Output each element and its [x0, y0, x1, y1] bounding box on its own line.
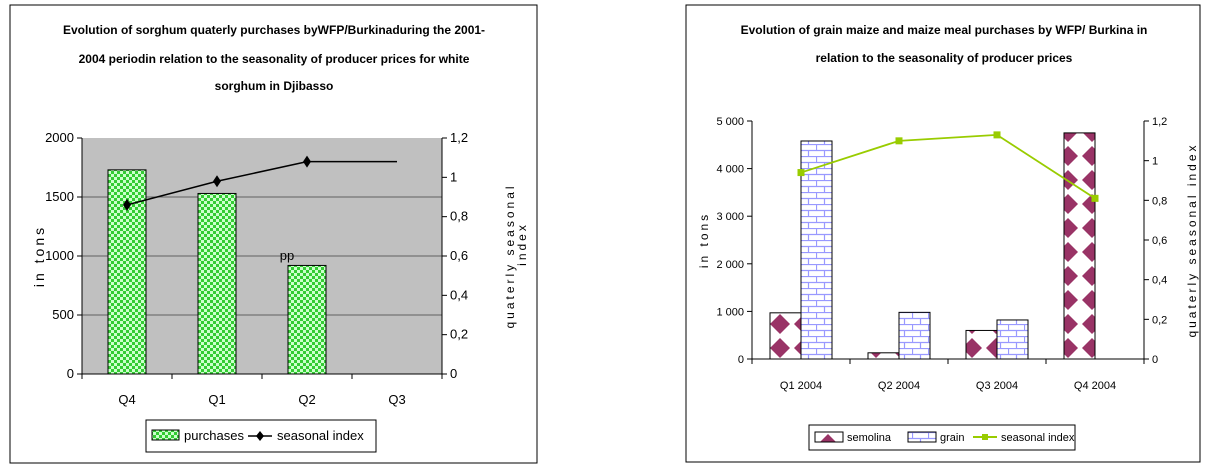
c1-left-tick-label: 2000: [45, 130, 74, 145]
c1-seasonal-index-line: [126, 160, 397, 206]
c2-x-tick-label: Q4 2004: [1074, 380, 1116, 392]
chart-1-legend-purchases-swatch: [151, 429, 180, 441]
chart-2-legend-grain-swatch: [907, 431, 937, 443]
chart-2-legend-index-label: seasonal index: [1001, 432, 1075, 444]
c2-left-tick-label: 1 000: [716, 306, 744, 318]
chart-2-right-axis: 0 0,2 0,4 0,6 0,8 1 1,2: [1143, 116, 1167, 366]
chart-1-seasonal-index-series: [123, 155, 397, 211]
chart-1-title-line-1: Evolution of sorghum quaterly purchases …: [63, 23, 485, 37]
c2-seasonal-index-point: [895, 137, 903, 145]
chart-2-legend-semolina-label: semolina: [847, 432, 892, 444]
chart-2-legend-box: [808, 424, 1076, 451]
chart-2-y-axis-label: in tons: [697, 212, 711, 268]
chart-1-purchases-series: [107, 169, 327, 375]
c1-right-tick-label: 0,8: [450, 209, 468, 224]
c2-right-tick-label: 1,2: [1152, 116, 1167, 128]
c1-purchases-bar: [287, 264, 327, 375]
c2-right-tick-label: 0,2: [1152, 314, 1167, 326]
c2-seasonal-index-line: [800, 133, 1096, 200]
c2-x-tick-label: Q3 2004: [976, 380, 1018, 392]
c2-x-tick-label: Q1 2004: [780, 380, 822, 392]
chart-2-bar-series: [769, 132, 1096, 360]
c1-x-tick-label: Q3: [388, 392, 405, 407]
c1-right-tick-label: 0: [450, 366, 457, 381]
c1-left-tick-label: 500: [52, 307, 74, 322]
c1-right-tick-label: 0,4: [450, 287, 468, 302]
chart-1-x-axis: Q4 Q1 Q2 Q3: [81, 373, 443, 407]
chart-2-title-line-1: Evolution of grain maize and maize meal …: [741, 23, 1148, 37]
chart-1-right-axis: 0 0,2 0,4 0,6 0,8 1 1,2: [441, 130, 468, 381]
c2-left-tick-label: 3 000: [716, 211, 744, 223]
c2-right-tick-label: 1: [1152, 156, 1158, 168]
c1-seasonal-index-point: [123, 198, 131, 211]
c2-semolina-bar: [965, 329, 998, 360]
c1-left-tick-label: 1000: [45, 248, 74, 263]
chart-2-legend-semolina-swatch: [814, 431, 844, 443]
c2-right-tick-label: 0,8: [1152, 195, 1167, 207]
c1-purchases-bar: [197, 192, 237, 375]
c2-semolina-bar: [769, 312, 802, 360]
c2-seasonal-index-point: [797, 169, 805, 177]
c2-grain-bar: [996, 319, 1029, 360]
c2-grain-bar: [800, 140, 833, 360]
chart-1-legend-purchases-label: purchases: [184, 428, 244, 443]
chart-1-legend-diamond-marker: [256, 431, 264, 441]
c2-seasonal-index-point: [1091, 194, 1099, 202]
c1-right-tick-label: 0,6: [450, 248, 468, 263]
c2-left-tick-label: 0: [738, 354, 744, 366]
c2-semolina-bar: [1063, 132, 1096, 360]
chart-1-y2-axis-label-line-1: quaterly seasonal: [503, 183, 517, 328]
c1-seasonal-index-point: [303, 155, 311, 168]
c1-right-tick-label: 1,2: [450, 130, 468, 145]
c1-left-tick-label: 0: [67, 366, 74, 381]
c2-right-tick-label: 0: [1152, 354, 1158, 366]
chart-1-legend: purchases seasonal index: [145, 419, 377, 453]
c1-right-tick-label: 1: [450, 169, 457, 184]
c2-left-tick-label: 5 000: [716, 116, 744, 128]
c2-grain-bar: [898, 311, 931, 360]
chart-1: Evolution of sorghum quaterly purchases …: [9, 4, 538, 464]
c1-seasonal-index-point: [213, 175, 221, 188]
c1-left-tick-label: 1500: [45, 189, 74, 204]
c2-semolina-bar: [867, 352, 900, 360]
chart-1-y-axis-label: in tons: [31, 225, 47, 287]
c2-right-tick-label: 0,6: [1152, 235, 1167, 247]
chart-1-title-line-3: sorghum in Djibasso: [215, 79, 334, 93]
chart-2-legend-grain-label: grain: [940, 432, 964, 444]
chart-1-title-line-2: 2004 periodin relation to the seasonalit…: [79, 52, 470, 66]
chart-2: Evolution of grain maize and maize meal …: [685, 4, 1201, 463]
chart-2-legend-square-marker: [982, 434, 988, 440]
chart-2-legend: semolina grain seasonal index: [808, 424, 1076, 451]
c1-right-tick-label: 0,2: [450, 327, 468, 342]
chart-2-left-axis: 0 1 000 2 000 3 000 4 000 5 000: [716, 116, 753, 366]
chart-2-title-line-2: relation to the seasonality of producer …: [816, 51, 1073, 65]
c2-right-tick-label: 0,4: [1152, 275, 1167, 287]
c2-left-tick-label: 2 000: [716, 259, 744, 271]
chart-1-y2-axis-label-line-2: index: [515, 222, 529, 266]
c2-x-tick-label: Q2 2004: [878, 380, 920, 392]
c1-x-tick-label: Q4: [118, 392, 135, 407]
chart-1-annotation: pp: [280, 248, 294, 263]
chart-1-legend-index-label: seasonal index: [277, 428, 364, 443]
c2-left-tick-label: 4 000: [716, 164, 744, 176]
chart-2-y2-axis-label: quaterly seasonal index: [1185, 142, 1199, 337]
c1-x-tick-label: Q2: [298, 392, 315, 407]
chart-2-x-axis: Q1 2004 Q2 2004 Q3 2004 Q4 2004: [751, 358, 1145, 392]
c2-seasonal-index-point: [993, 131, 1001, 139]
chart-2-seasonal-index-series: [797, 131, 1099, 202]
c1-x-tick-label: Q1: [208, 392, 225, 407]
